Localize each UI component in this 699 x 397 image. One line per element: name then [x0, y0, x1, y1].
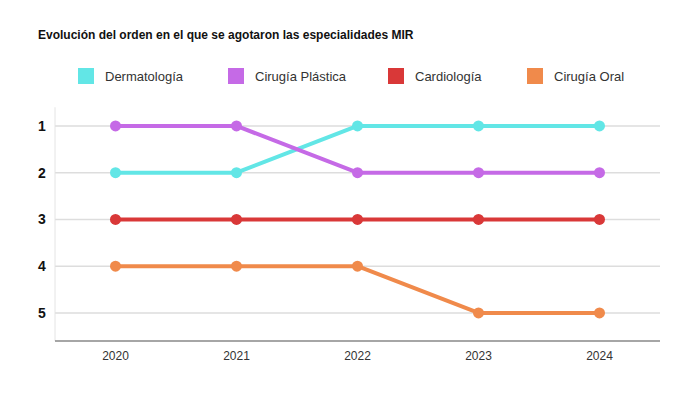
- legend-label: Dermatología: [105, 69, 184, 84]
- legend-label: Cirugía Oral: [554, 69, 624, 84]
- chart-container: Evolución del orden en el que se agotaro…: [0, 0, 699, 397]
- y-tick-label: 3: [38, 211, 46, 227]
- legend-swatch: [527, 68, 543, 84]
- chart-title: Evolución del orden en el que se agotaro…: [38, 28, 414, 42]
- series-point: [594, 307, 605, 318]
- legend-swatch: [228, 68, 244, 84]
- legend-swatch: [388, 68, 404, 84]
- series-point: [594, 214, 605, 225]
- x-tick-label: 2021: [223, 349, 250, 363]
- y-tick-label: 1: [38, 118, 46, 134]
- x-tick-label: 2022: [344, 349, 371, 363]
- series-line: [116, 126, 600, 173]
- y-tick-label: 4: [38, 258, 46, 274]
- series-point: [473, 120, 484, 131]
- series-line: [116, 266, 600, 313]
- x-tick-label: 2024: [586, 349, 613, 363]
- series-point: [231, 120, 242, 131]
- series-line: [116, 126, 600, 173]
- series-point: [594, 120, 605, 131]
- y-tick-label: 2: [38, 165, 46, 181]
- series-point: [231, 167, 242, 178]
- series-point: [473, 307, 484, 318]
- series-point: [352, 167, 363, 178]
- series-point: [110, 261, 121, 272]
- series-point: [473, 167, 484, 178]
- series-point: [594, 167, 605, 178]
- series-point: [110, 167, 121, 178]
- series-point: [231, 261, 242, 272]
- series-point: [352, 120, 363, 131]
- series-point: [231, 214, 242, 225]
- legend-label: Cirugía Plástica: [255, 69, 347, 84]
- legend-swatch: [78, 68, 94, 84]
- series-point: [352, 214, 363, 225]
- y-tick-label: 5: [38, 305, 46, 321]
- series-point: [473, 214, 484, 225]
- x-axis-line: [55, 340, 660, 342]
- y-axis-line: [55, 107, 56, 341]
- series-point: [110, 214, 121, 225]
- legend-label: Cardiología: [415, 69, 482, 84]
- x-tick-label: 2023: [465, 349, 492, 363]
- x-tick-label: 2020: [102, 349, 129, 363]
- plot-area: [110, 120, 605, 318]
- series-point: [352, 261, 363, 272]
- chart-svg: Evolución del orden en el que se agotaro…: [0, 0, 699, 397]
- series-point: [110, 120, 121, 131]
